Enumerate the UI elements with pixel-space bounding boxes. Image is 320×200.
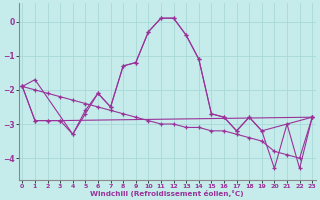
X-axis label: Windchill (Refroidissement éolien,°C): Windchill (Refroidissement éolien,°C) <box>91 190 244 197</box>
